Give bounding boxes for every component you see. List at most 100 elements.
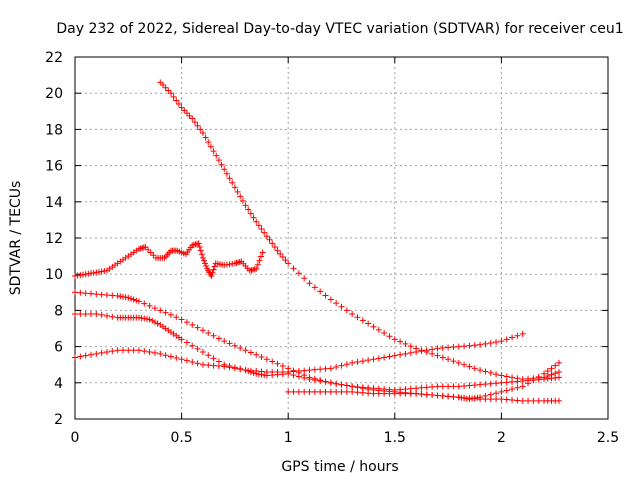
series-track-f [285,359,562,403]
data-point [165,87,172,94]
data-point [159,82,166,89]
data-point [149,317,156,324]
data-point [455,383,462,390]
data-point [493,396,500,403]
data-point [154,320,161,327]
data-point [493,380,500,387]
data-point [327,388,334,395]
data-point [205,352,212,359]
data-point [269,240,276,247]
data-point [535,373,542,380]
data-point [266,236,273,243]
data-point [258,225,265,232]
data-point [295,388,302,395]
data-point [210,362,217,369]
data-point [141,300,148,307]
data-point [82,352,89,359]
data-point [223,170,230,177]
data-point [434,345,441,352]
data-point [391,336,398,343]
data-point [402,350,409,357]
data-point [349,359,356,366]
data-point [525,380,532,387]
data-point [359,358,366,365]
data-point [509,378,516,385]
data-point [311,284,318,291]
data-point [178,356,185,363]
data-point [167,90,174,97]
data-point [282,257,289,264]
data-point [450,344,457,351]
data-point [301,388,308,395]
data-point [135,298,142,305]
data-point [402,340,409,347]
data-point [477,381,484,388]
x-tick-label: 2 [497,430,506,446]
data-point [455,343,462,350]
data-point [189,342,196,349]
data-point [93,311,100,318]
data-point [381,354,388,361]
data-point [242,347,249,354]
data-point [146,302,153,309]
data-point [162,309,169,316]
data-point [142,244,149,251]
data-point [213,152,220,159]
data-point [103,292,110,299]
data-point [413,385,420,392]
data-series [72,79,562,404]
data-point [183,339,190,346]
data-point [253,265,260,272]
data-point [157,350,164,357]
data-point [306,388,313,395]
data-point [503,336,510,343]
data-point [429,383,436,390]
data-point [317,288,324,295]
y-tick-label: 2 [54,412,63,428]
data-point [210,355,217,362]
data-point [130,347,137,354]
data-point [247,210,254,217]
x-tick-label: 0.5 [170,430,192,446]
data-point [203,263,210,270]
series-track-d [72,311,562,404]
data-point [434,392,441,399]
data-point [167,353,174,360]
data-point [306,280,313,287]
data-point [311,388,318,395]
data-point [173,354,180,361]
data-point [391,390,398,397]
data-point [555,397,562,404]
data-point [381,330,388,337]
data-point [477,341,484,348]
data-point [279,363,286,370]
data-point [141,348,148,355]
data-point [93,291,100,298]
data-point [461,361,468,368]
data-point [439,383,446,390]
data-point [109,292,116,299]
chart-title: Day 232 of 2022, Sidereal Day-to-day VTE… [56,21,623,37]
data-point [77,311,84,318]
data-point [445,344,452,351]
data-point [503,379,510,386]
data-point [285,388,292,395]
data-point [354,314,361,321]
data-point [194,324,201,331]
data-point [231,365,238,372]
data-point [173,314,180,321]
data-point [544,368,551,375]
data-point [199,327,206,334]
data-point [199,130,206,137]
data-point [229,179,236,186]
data-point [205,362,212,369]
data-point [269,368,276,375]
series-track-e [72,330,526,375]
data-point [253,351,260,358]
data-point [514,378,521,385]
data-point [170,93,177,100]
data-point [93,350,100,357]
x-tick-label: 1 [284,430,293,446]
data-point [338,381,345,388]
data-point [519,383,526,390]
